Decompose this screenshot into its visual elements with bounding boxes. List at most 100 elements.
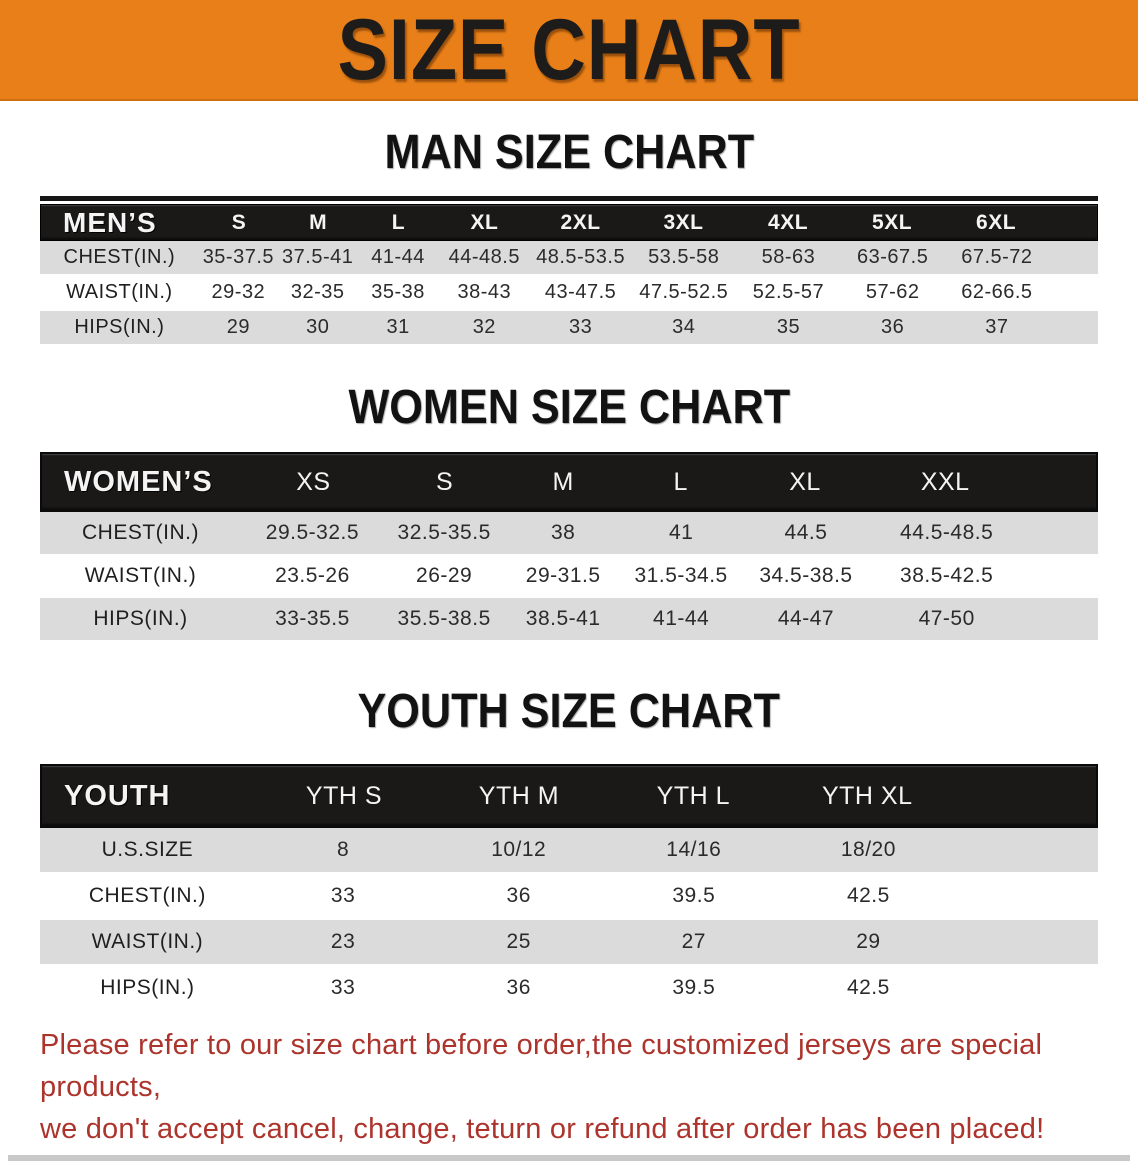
cell-value: 44-48.5	[448, 246, 520, 268]
row-label: WAIST(IN.)	[84, 564, 197, 587]
row-label: CHEST(IN.)	[82, 521, 199, 544]
men-table-top-rule	[40, 196, 1098, 201]
men-column-header: M	[309, 210, 328, 234]
cell-value: 41-44	[371, 246, 425, 268]
row-label: CHEST(IN.)	[88, 884, 206, 907]
row-label: WAIST(IN.)	[91, 930, 204, 953]
cell-value: 58-63	[761, 246, 816, 268]
cell-value: 38.5-41	[525, 607, 601, 630]
men-size-table: MEN’S S M L XL 2XL 3XL 4XL 5XL 6XL CHEST(IN.) 35-37…	[40, 196, 1098, 344]
cell-value: 29	[856, 930, 881, 953]
youth-column-header: YTH S	[305, 781, 383, 810]
cell-value: 52.5-57	[752, 281, 825, 303]
cell-value: 33	[330, 976, 356, 999]
women-column-header: L	[673, 467, 688, 496]
cell-value: 32-35	[290, 281, 345, 303]
men-table-header: MEN’S S M L XL 2XL 3XL 4XL 5XL 6XL	[40, 204, 1098, 241]
cell-value: 8	[337, 838, 350, 861]
cell-value: 44-47	[777, 607, 835, 630]
women-size-table-body: WOMEN’S XS S M L XL XXL CHEST(IN.) 29.5-32.5 32.5…	[40, 452, 1098, 640]
women-table-row: CHEST(IN.) 29.5-32.5 32.5-35.5 38 41 44.5 44.5…	[40, 512, 1098, 554]
cell-value: 44.5-48.5	[900, 521, 994, 544]
cell-value: 29-32	[211, 281, 266, 303]
cell-value: 29.5-32.5	[265, 521, 360, 544]
cell-value: 38-43	[457, 281, 512, 303]
men-column-header: 5XL	[872, 210, 913, 234]
cell-value: 36	[881, 316, 905, 338]
cell-value: 18/20	[840, 838, 896, 861]
cell-value: 63-67.5	[857, 246, 929, 268]
youth-table-header: YOUTH YTH S YTH M YTH L YTH XL	[40, 764, 1098, 828]
cell-value: 62-66.5	[961, 281, 1033, 303]
women-column-header: XXL	[920, 467, 970, 496]
men-column-header: XL	[470, 210, 499, 234]
bottom-divider-bar	[8, 1155, 1130, 1161]
men-table-row: HIPS(IN.) 29 30 31 32 33 34 35 36 37	[40, 311, 1098, 344]
cell-value: 29-31.5	[525, 564, 601, 587]
women-size-table: WOMEN’S XS S M L XL XXL CHEST(IN.) 29.5-32.5 32.5…	[40, 452, 1098, 640]
row-label: HIPS(IN.)	[74, 316, 165, 338]
youth-column-header: YTH M	[478, 781, 560, 810]
cell-value: 32	[472, 316, 496, 338]
cell-value: 31	[386, 316, 410, 338]
men-column-header: L	[391, 210, 406, 234]
women-column-header: S	[436, 467, 454, 496]
youth-column-header: YTH L	[656, 781, 731, 810]
row-label: HIPS(IN.)	[100, 976, 195, 999]
cell-value: 35	[776, 316, 801, 338]
men-column-header: S	[231, 210, 247, 234]
women-column-header: XS	[296, 467, 331, 496]
cell-value: 47-50	[918, 607, 975, 630]
cell-value: 48.5-53.5	[536, 246, 626, 268]
men-size-table-body: MEN’S S M L XL 2XL 3XL 4XL 5XL 6XL CHEST(IN.) 35-37…	[40, 204, 1098, 344]
youth-size-table: YOUTH YTH S YTH M YTH L YTH XL U.S.SIZE 8 10/12…	[40, 764, 1098, 1010]
row-label: CHEST(IN.)	[63, 246, 176, 268]
men-column-header: 6XL	[976, 210, 1017, 234]
cell-value: 29	[226, 316, 250, 338]
cell-value: 31.5-34.5	[634, 564, 728, 587]
youth-table-row: U.S.SIZE 8 10/12 14/16 18/20	[40, 828, 1098, 872]
men-column-header: 3XL	[663, 210, 704, 234]
cell-value: 10/12	[491, 838, 547, 861]
cell-value: 26-29	[416, 564, 473, 587]
youth-section-title: YOUTH SIZE CHART	[0, 684, 1138, 740]
cell-value: 35-38	[371, 281, 425, 303]
cell-value: 39.5	[672, 884, 716, 907]
row-label: HIPS(IN.)	[93, 607, 188, 630]
cell-value: 33	[330, 884, 356, 907]
cell-value: 35.5-38.5	[397, 607, 491, 630]
cell-value: 38	[550, 521, 576, 544]
women-column-header: XL	[789, 467, 821, 496]
women-table-header: WOMEN’S XS S M L XL XXL	[40, 452, 1098, 512]
cell-value: 43-47.5	[544, 281, 617, 303]
size-chart-banner: SIZE CHART	[0, 0, 1138, 101]
cell-value: 32.5-35.5	[397, 521, 491, 544]
youth-size-table-body: YOUTH YTH S YTH M YTH L YTH XL U.S.SIZE 8 10/12…	[40, 764, 1098, 1010]
disclaimer-note: Please refer to our size chart before or…	[40, 1024, 1108, 1150]
men-header-label: MEN’S	[63, 206, 157, 238]
cell-value: 42.5	[846, 884, 890, 907]
cell-value: 37.5-41	[282, 246, 354, 268]
cell-value: 34	[672, 316, 696, 338]
youth-table-row: HIPS(IN.) 33 36 39.5 42.5	[40, 966, 1098, 1010]
youth-table-row: CHEST(IN.) 33 36 39.5 42.5	[40, 874, 1098, 918]
women-column-header: M	[552, 467, 574, 496]
men-section-title-text: MAN SIZE CHART	[384, 126, 754, 179]
cell-value: 44.5	[784, 521, 828, 544]
cell-value: 36	[506, 884, 531, 907]
men-column-header: 2XL	[560, 210, 601, 234]
cell-value: 39.5	[672, 976, 716, 999]
cell-value: 33	[568, 316, 593, 338]
women-section-title-text: WOMEN SIZE CHART	[348, 381, 790, 434]
cell-value: 14/16	[666, 838, 722, 861]
cell-value: 57-62	[865, 281, 920, 303]
cell-value: 23.5-26	[275, 564, 350, 587]
youth-table-row: WAIST(IN.) 23 25 27 29	[40, 920, 1098, 964]
youth-header-label: YOUTH	[64, 779, 171, 812]
women-table-row: WAIST(IN.) 23.5-26 26-29 29-31.5 31.5-34.5 34…	[40, 555, 1098, 597]
cell-value: 47.5-52.5	[639, 281, 729, 303]
women-section-title: WOMEN SIZE CHART	[0, 380, 1138, 436]
disclaimer-line-2: we don't accept cancel, change, teturn o…	[40, 1113, 1045, 1145]
men-table-row: WAIST(IN.) 29-32 32-35 35-38 38-43 43-47.5 47.…	[40, 276, 1098, 309]
cell-value: 34.5-38.5	[759, 564, 853, 587]
